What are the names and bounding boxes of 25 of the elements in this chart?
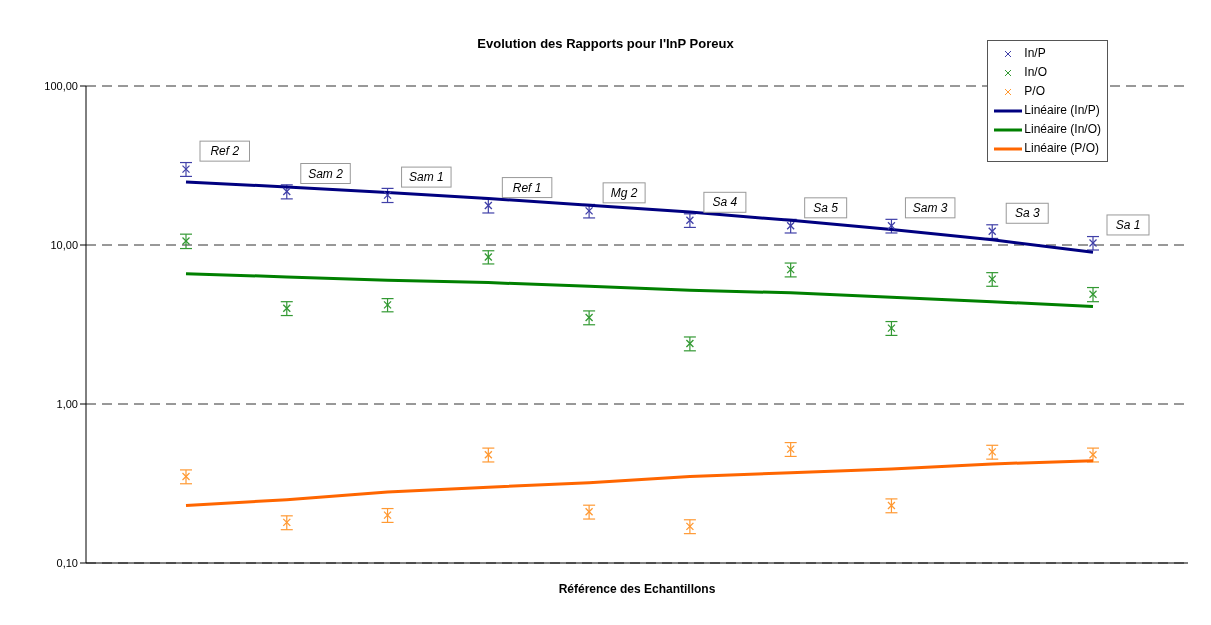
line-series — [184, 272, 1095, 309]
line-series — [184, 459, 1095, 507]
annotation: Sa 1 — [1115, 217, 1141, 232]
annotation: Sam 1 — [408, 170, 444, 185]
annotation: Sa 3 — [1014, 206, 1040, 221]
x-axis-title: Référence des Echantillons — [558, 582, 716, 596]
legend-label: Linéaire (In/O) — [1024, 121, 1101, 138]
chart-title: Evolution des Rapports pour l'InP Poreux — [477, 36, 734, 51]
annotation: Sam 3 — [912, 200, 948, 215]
y-tick-label: 10,00 — [50, 238, 78, 251]
annotation: Sa 5 — [813, 200, 839, 215]
annotation: Mg 2 — [610, 185, 638, 200]
annotation: Sam 2 — [308, 166, 344, 181]
annotation: Ref 2 — [210, 144, 240, 159]
annotation: Sa 4 — [712, 195, 738, 210]
legend-label: Linéaire (In/P) — [1024, 102, 1100, 119]
y-tick-label: 0,10 — [56, 556, 78, 569]
y-tick-label: 1,00 — [56, 397, 78, 410]
legend-label: Linéaire (P/O) — [1024, 140, 1099, 157]
line-series — [184, 180, 1095, 254]
y-tick-label: 100,00 — [44, 79, 78, 92]
legend-label: In/O — [1024, 64, 1047, 81]
legend-label: P/O — [1024, 83, 1045, 100]
legend-label: In/P — [1024, 45, 1046, 62]
annotation: Ref 1 — [512, 180, 542, 195]
